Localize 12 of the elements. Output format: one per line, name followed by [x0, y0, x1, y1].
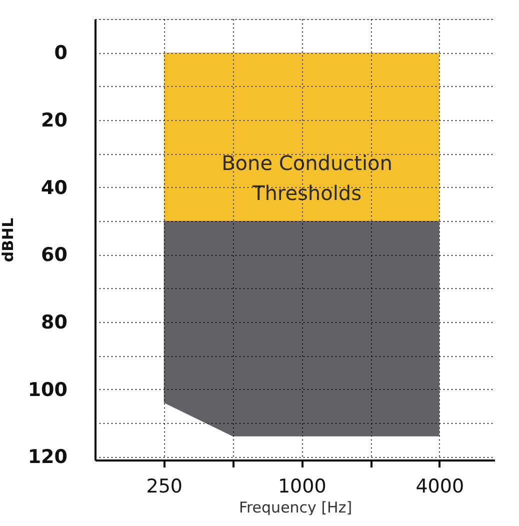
y-tick-label: 120: [28, 446, 68, 468]
y-tick-label: 100: [28, 378, 68, 401]
y-tick-label: 60: [41, 244, 68, 266]
x-tick-label: 250: [146, 476, 183, 498]
x-tick-label: 4000: [416, 476, 464, 498]
x-tick-label: 1000: [278, 476, 326, 498]
annotation: Bone Conduction Thresholds: [222, 151, 392, 205]
y-tick-label: 40: [41, 176, 68, 199]
y-tick-label: 20: [41, 109, 68, 132]
y-tick-label: 0: [54, 42, 68, 64]
y-axis-title: dBHL: [0, 217, 17, 262]
y-tick-label: 80: [41, 311, 68, 334]
